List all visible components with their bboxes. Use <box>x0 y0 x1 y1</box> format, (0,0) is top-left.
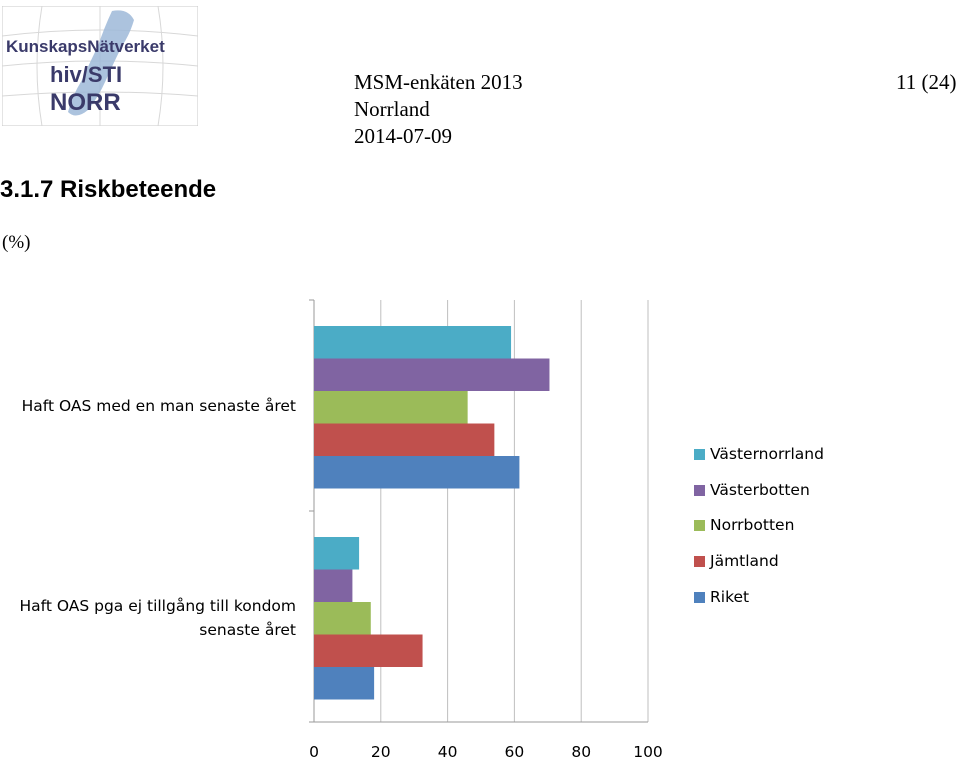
bar <box>314 423 495 456</box>
kunskapsnatverket-logo: KunskapsNätverket hiv/STI NORR <box>1 5 199 127</box>
legend-label-norrbotten: Norrbotten <box>710 516 795 534</box>
legend-swatch-jamtland <box>694 556 705 567</box>
chart-bars <box>314 326 550 700</box>
legend-swatch-vasternorrland <box>694 449 705 460</box>
bar <box>314 569 353 602</box>
legend-label-vasternorrland: Västernorrland <box>710 445 824 463</box>
bar <box>314 667 375 700</box>
bar <box>314 391 468 424</box>
bar <box>314 456 520 489</box>
bar <box>314 326 512 359</box>
x-tick-label: 0 <box>309 743 319 760</box>
report-title: MSM-enkäten 2013 <box>354 70 523 94</box>
legend-label-riket: Riket <box>710 588 750 606</box>
category-label-oas-condom: Haft OAS pga ej tillgång till kondom sen… <box>19 597 296 639</box>
logo-text-line2: hiv/STI <box>50 62 122 87</box>
section-title: 3.1.7 Riskbeteende <box>0 176 217 203</box>
page-number: 11 (24) <box>896 70 957 94</box>
bar <box>314 602 371 635</box>
x-tick-label: 20 <box>371 743 391 760</box>
bar <box>314 537 360 570</box>
logo-text-line1: KunskapsNätverket <box>6 37 165 56</box>
legend-label-jamtland: Jämtland <box>710 552 779 570</box>
bar <box>314 634 423 667</box>
bar <box>314 358 550 391</box>
legend-swatch-norrbotten <box>694 520 705 531</box>
legend-swatch-riket <box>694 592 705 603</box>
logo-text-line3: NORR <box>50 89 121 116</box>
x-tick-label: 80 <box>571 743 591 760</box>
category-label-oas-man: Haft OAS med en man senaste året <box>21 397 296 415</box>
report-date: 2014-07-09 <box>354 124 452 148</box>
x-tick-label: 60 <box>505 743 525 760</box>
legend-swatch-vasterbotten <box>694 485 705 496</box>
x-tick-label: 100 <box>633 743 663 760</box>
legend-label-vasterbotten: Västerbotten <box>710 481 810 499</box>
x-tick-label: 40 <box>438 743 458 760</box>
chart-tick-labels: 0 20 40 60 80 100 <box>309 743 663 760</box>
unit-label: (%) <box>2 232 31 253</box>
report-region: Norrland <box>354 97 430 121</box>
